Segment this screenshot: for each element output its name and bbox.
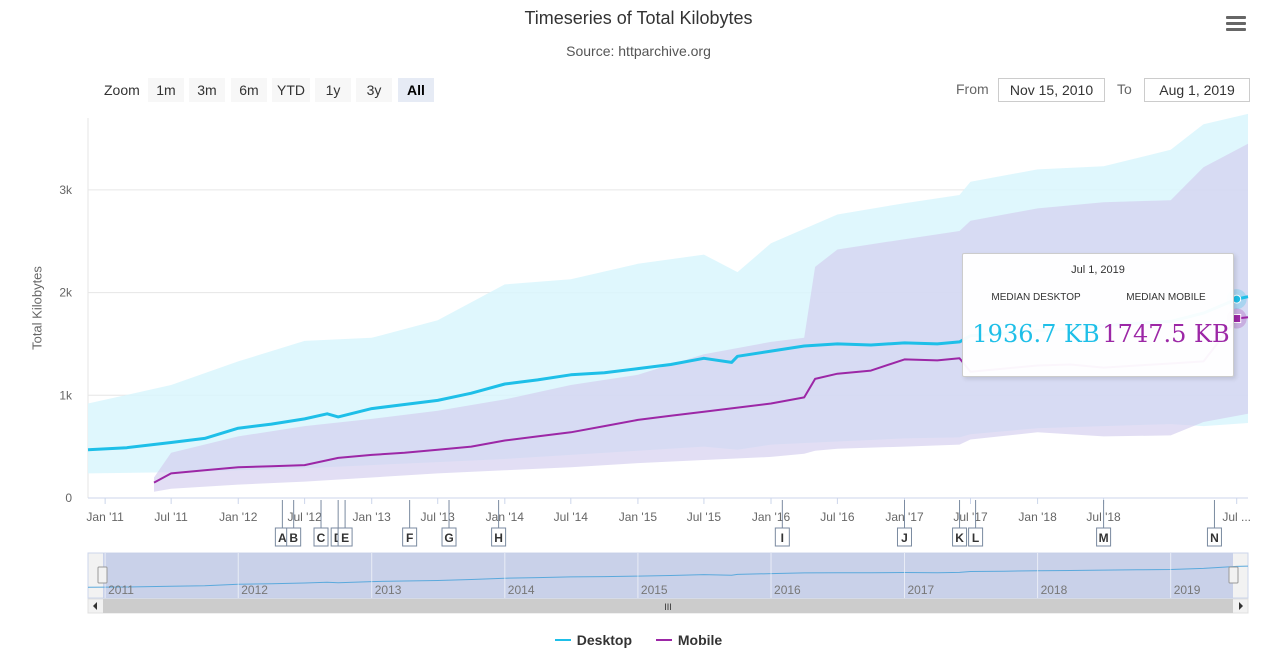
y-axis-ticks: 0 1k 2k 3k bbox=[59, 183, 73, 505]
flag-label-H: H bbox=[494, 531, 503, 545]
flag-label-N: N bbox=[1210, 531, 1219, 545]
scroll-right-arrow-icon[interactable] bbox=[1239, 602, 1243, 610]
zoom-button-1m[interactable]: 1m bbox=[148, 78, 184, 102]
flag-box[interactable] bbox=[968, 527, 984, 547]
navigator-year-label: 2012 bbox=[241, 583, 268, 597]
navigator-year-label: 2016 bbox=[774, 583, 801, 597]
mobile-band bbox=[154, 143, 1248, 492]
flag-label-G: G bbox=[444, 531, 453, 545]
x-tick-label: Jan '15 bbox=[619, 510, 658, 524]
navigator-year-label: 2013 bbox=[375, 583, 402, 597]
navigator-year-label: 2015 bbox=[641, 583, 668, 597]
scroll-left-arrow-icon[interactable] bbox=[93, 602, 97, 610]
x-tick-label: Jan '12 bbox=[219, 510, 258, 524]
legend-swatch-desktop bbox=[554, 639, 571, 642]
flag-box[interactable] bbox=[441, 527, 457, 547]
percentile-bands bbox=[88, 113, 1248, 492]
x-axis-ticks: Jan '11 Jul '11 Jan '12 Jul '12 Jan '13 Jul '… bbox=[86, 497, 1251, 524]
flag-box[interactable] bbox=[1096, 527, 1112, 547]
from-label: From bbox=[956, 81, 989, 97]
zoom-button-all[interactable]: All bbox=[398, 78, 434, 102]
x-tick-label: Jul '17 bbox=[953, 510, 988, 524]
x-tick-label: Jul '11 bbox=[154, 510, 188, 524]
navigator-year-label: 2011 bbox=[108, 583, 134, 597]
tooltip: Jul 1, 2019 MEDIAN DESKTOP MEDIAN MOBILE… bbox=[962, 253, 1234, 377]
legend-label-desktop: Desktop bbox=[576, 632, 632, 648]
tooltip-mobile-value: 1747.5 KB bbox=[1102, 320, 1230, 348]
scrollbar-thumb[interactable] bbox=[103, 599, 1233, 613]
hamburger-menu-icon[interactable] bbox=[1226, 16, 1246, 32]
legend-item-mobile[interactable]: Mobile bbox=[655, 632, 723, 648]
zoom-button-3y[interactable]: 3y bbox=[356, 78, 392, 102]
flag-box[interactable] bbox=[491, 527, 507, 547]
event-flags: ABCDEFGHIJKLMN bbox=[274, 500, 1222, 547]
flag-label-C: C bbox=[317, 531, 326, 545]
flag-label-I: I bbox=[781, 531, 784, 545]
flag-box[interactable] bbox=[896, 527, 912, 547]
flag-label-L: L bbox=[972, 531, 979, 545]
navigator-year-label: 2018 bbox=[1041, 583, 1068, 597]
navigator: 2011 2012 2013 2014 2015 2016 2017 2018 2019 III bbox=[87, 552, 1249, 614]
x-tick-label: Jan '14 bbox=[486, 510, 525, 524]
tooltip-mobile-header: MEDIAN MOBILE bbox=[1126, 292, 1206, 303]
x-tick-label: Jul '14 bbox=[554, 510, 589, 524]
legend-item-desktop[interactable]: Desktop bbox=[554, 632, 632, 648]
x-tick-label: Jul '13 bbox=[421, 510, 456, 524]
flag-box[interactable] bbox=[286, 527, 302, 547]
x-tick-label: Jan '13 bbox=[353, 510, 392, 524]
navigator-year-label: 2019 bbox=[1174, 583, 1201, 597]
navigator-year-label: 2017 bbox=[907, 583, 934, 597]
y-tick-label: 1k bbox=[59, 388, 73, 402]
x-tick-label: Jan '11 bbox=[86, 510, 124, 524]
x-tick-label: Jan '18 bbox=[1018, 510, 1057, 524]
from-date-input[interactable]: Nov 15, 2010 bbox=[998, 78, 1105, 102]
flag-box[interactable] bbox=[402, 527, 418, 547]
flag-box[interactable] bbox=[1206, 527, 1222, 547]
legend-label-mobile: Mobile bbox=[677, 632, 723, 648]
y-tick-label: 2k bbox=[59, 286, 73, 300]
y-tick-label: 3k bbox=[59, 183, 73, 197]
navigator-line bbox=[87, 565, 1249, 588]
tooltip-desktop-value: 1936.7 KB bbox=[972, 320, 1100, 348]
zoom-button-3m[interactable]: 3m bbox=[189, 78, 225, 102]
navigator-left-handle[interactable] bbox=[97, 566, 108, 584]
y-tick-label: 0 bbox=[65, 491, 72, 505]
zoom-button-1y[interactable]: 1y bbox=[315, 78, 351, 102]
flag-box[interactable] bbox=[313, 527, 329, 547]
navigator-year-label: 2014 bbox=[508, 583, 535, 597]
x-tick-label: Jul '16 bbox=[820, 510, 855, 524]
flag-label-A: A bbox=[278, 531, 287, 545]
chart-title: Timeseries of Total Kilobytes bbox=[524, 8, 753, 28]
legend: Desktop Mobile bbox=[0, 632, 1277, 648]
tooltip-date: Jul 1, 2019 bbox=[1071, 264, 1125, 276]
x-tick-label: Jul '12 bbox=[287, 510, 322, 524]
flag-label-K: K bbox=[955, 531, 964, 545]
flag-label-B: B bbox=[289, 531, 298, 545]
x-tick-label: Jan '16 bbox=[752, 510, 791, 524]
flag-box[interactable] bbox=[952, 527, 968, 547]
navigator-right-handle[interactable] bbox=[1228, 566, 1239, 584]
flag-label-J: J bbox=[901, 531, 908, 545]
to-date-input[interactable]: Aug 1, 2019 bbox=[1144, 78, 1250, 102]
to-label: To bbox=[1117, 81, 1132, 97]
scrollbar-grip-icon: III bbox=[664, 602, 672, 612]
x-tick-label: Jul '15 bbox=[687, 510, 722, 524]
zoom-button-ytd[interactable]: YTD bbox=[272, 78, 310, 102]
flag-box[interactable] bbox=[774, 527, 790, 547]
flag-label-M: M bbox=[1099, 531, 1109, 545]
zoom-label: Zoom bbox=[104, 82, 140, 98]
flag-label-F: F bbox=[406, 531, 413, 545]
zoom-button-6m[interactable]: 6m bbox=[231, 78, 267, 102]
tooltip-desktop-header: MEDIAN DESKTOP bbox=[991, 292, 1081, 303]
x-tick-label: Jul ... bbox=[1222, 510, 1251, 524]
flag-box[interactable] bbox=[337, 527, 353, 547]
chart-subtitle: Source: httparchive.org bbox=[566, 43, 711, 59]
legend-swatch-mobile bbox=[655, 639, 672, 642]
flag-label-E: E bbox=[341, 531, 349, 545]
